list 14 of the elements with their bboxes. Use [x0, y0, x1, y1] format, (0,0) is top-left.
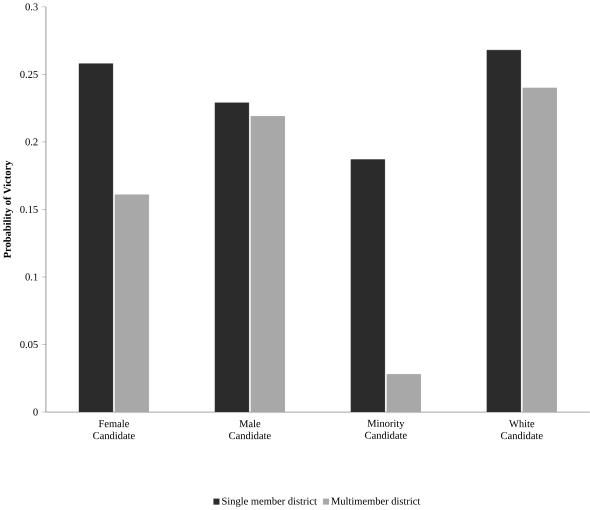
legend-label: Single member district	[222, 497, 317, 507]
legend-label: Multimember district	[331, 497, 420, 505]
y-axis-title: Probability of Victory	[3, 160, 13, 258]
y-tick-label: 0.3	[25, 3, 38, 10]
x-tick-label: Minority Candidate	[365, 420, 407, 439]
y-tick-label: 0.25	[20, 70, 38, 78]
y-tick-label: 0	[33, 408, 38, 416]
y-tick-label: 0.05	[20, 340, 38, 348]
y-tick-label: 0.1	[25, 273, 38, 281]
x-tick-label: Female Candidate	[93, 420, 135, 440]
y-tick-label: 0.2	[25, 138, 38, 146]
x-tick-label: White Candidate	[501, 420, 543, 440]
x-tick-label: Male Candidate	[229, 420, 271, 440]
y-tick-label: 0.15	[20, 206, 38, 214]
